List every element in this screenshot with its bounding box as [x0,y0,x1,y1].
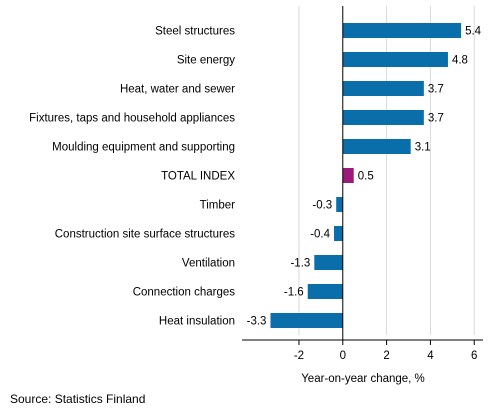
value-label: -1.3 [290,258,310,270]
category-label: TOTAL INDEX [161,171,235,183]
category-label: Ventilation [182,258,235,270]
category-label: Moulding equipment and supporting [52,142,235,154]
value-labels: 5.4 4.8 3.7 3.7 3.1 0.5 -0.3 -0.4 -1.3 -1.6 -3.3 [247,26,482,328]
value-label: 5.4 [465,26,482,38]
bar [342,81,424,96]
category-label: Construction site surface structures [55,229,235,241]
bar [342,52,448,67]
category-label: Site energy [177,55,235,67]
bar [342,139,411,154]
bar [314,255,343,270]
value-label: 3.1 [415,142,431,154]
value-label: 3.7 [428,84,444,96]
category-label: Heat, water and sewer [120,84,235,96]
x-axis-title: Year-on-year change, % [301,373,425,385]
category-label: Fixtures, taps and household appliances [29,113,235,125]
category-label: Heat insulation [159,316,235,328]
bar [342,110,424,125]
bars [270,23,462,328]
bar [270,313,343,328]
value-label: -3.3 [247,316,267,328]
source-note: Source: Statistics Finland [10,392,146,406]
value-label: 4.8 [452,55,468,67]
x-tick-label: -2 [294,350,304,362]
value-label: -0.3 [312,200,332,212]
category-labels: Steel structures Site energy Heat, water a… [29,26,235,328]
category-label: Steel structures [155,26,235,38]
bar [334,226,343,241]
category-label: Timber [200,200,236,212]
value-label: -0.4 [310,229,330,241]
bar [336,197,343,212]
x-tick-label: 4 [427,350,434,362]
value-label: -1.6 [284,287,304,299]
bar [342,23,462,38]
bar [342,168,354,183]
category-label: Connection charges [133,287,236,299]
value-label: 3.7 [428,113,444,125]
value-label: 0.5 [358,171,374,183]
x-tick-label: 0 [340,350,346,362]
x-tick-label: 6 [471,350,477,362]
x-tick-label: 2 [383,350,389,362]
x-axis: -2 0 2 4 6 [242,6,483,362]
bar-chart: 5.4 4.8 3.7 3.7 3.1 0.5 -0.3 -0.4 -1.3 -1.6 -3.3 S… [29,6,483,385]
bar [307,284,343,299]
